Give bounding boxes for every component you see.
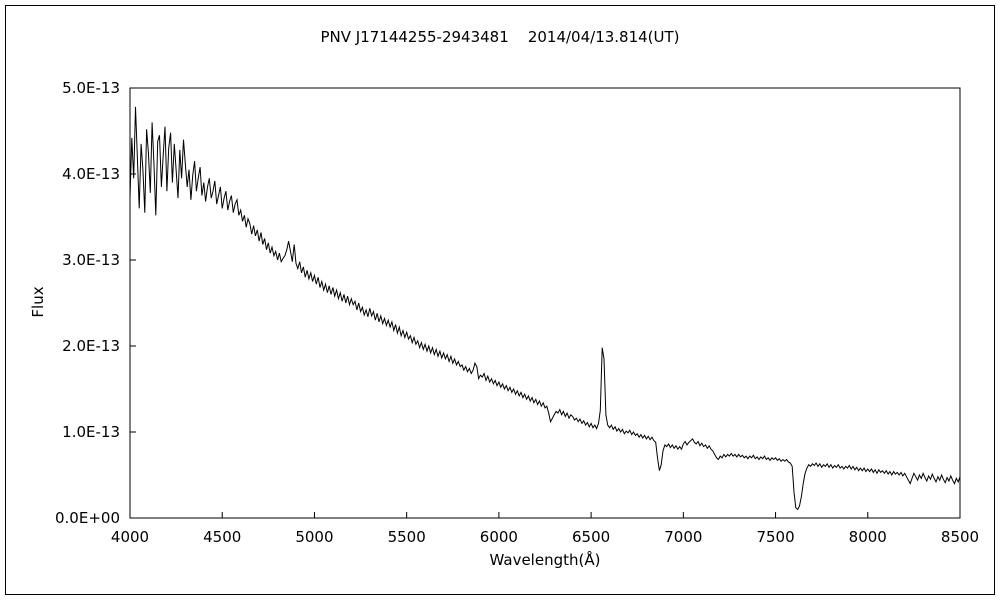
- x-tick-label: 8500: [941, 528, 979, 546]
- x-tick-label: 6500: [572, 528, 610, 546]
- chart-title: PNV J17144255-2943481 2014/04/13.814(UT): [320, 28, 680, 46]
- x-tick-label: 4500: [203, 528, 241, 546]
- x-tick-label: 7000: [664, 528, 702, 546]
- spectrum-line: [129, 106, 961, 511]
- x-tick-label: 8000: [849, 528, 887, 546]
- plot-frame: [129, 87, 961, 519]
- x-axis-label: Wavelength(Å): [489, 551, 601, 569]
- x-tick-label: 6000: [480, 528, 518, 546]
- x-tick-label: 7500: [756, 528, 794, 546]
- x-tick-label: 5500: [388, 528, 426, 546]
- y-tick-label: 3.0E-13: [62, 251, 120, 269]
- x-tick-label: 5000: [295, 528, 333, 546]
- y-tick-label: 1.0E-13: [62, 423, 120, 441]
- y-tick-label: 0.0E+00: [55, 509, 120, 527]
- y-tick-label: 4.0E-13: [62, 165, 120, 183]
- y-tick-label: 2.0E-13: [62, 337, 120, 355]
- x-tick-label: 4000: [111, 528, 149, 546]
- y-tick-label: 5.0E-13: [62, 79, 120, 97]
